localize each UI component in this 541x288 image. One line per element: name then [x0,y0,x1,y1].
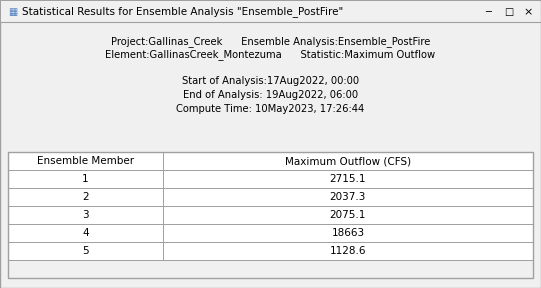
Text: Element:GallinasCreek_Montezuma      Statistic:Maximum Outflow: Element:GallinasCreek_Montezuma Statisti… [105,50,436,60]
Bar [8,152,533,278]
Bar [8,242,163,260]
Bar [8,170,163,188]
Text: Statistical Results for Ensemble Analysis "Ensemble_PostFire": Statistical Results for Ensemble Analysi… [22,7,343,18]
Text: Maximum Outflow (CFS): Maximum Outflow (CFS) [285,156,411,166]
Bar [163,152,533,170]
Text: 1128.6: 1128.6 [329,246,366,256]
Bar [8,206,163,224]
Text: ─: ─ [485,7,491,17]
Text: 18663: 18663 [332,228,365,238]
Text: 3: 3 [82,210,89,220]
Text: End of Analysis: 19Aug2022, 06:00: End of Analysis: 19Aug2022, 06:00 [183,90,358,100]
Text: 4: 4 [82,228,89,238]
Text: Project:Gallinas_Creek      Ensemble Analysis:Ensemble_PostFire: Project:Gallinas_Creek Ensemble Analysis… [111,36,430,47]
Text: 2715.1: 2715.1 [329,174,366,184]
Text: 2: 2 [82,192,89,202]
Bar [163,206,533,224]
Bar [163,242,533,260]
Text: Ensemble Member: Ensemble Member [37,156,134,166]
Bar [163,188,533,206]
Text: 1: 1 [82,174,89,184]
Bar [8,188,163,206]
Text: ▦: ▦ [8,7,17,17]
Text: ×: × [524,7,533,17]
Bar [1,1,540,22]
Bar [163,170,533,188]
Text: 5: 5 [82,246,89,256]
Text: Compute Time: 10May2023, 17:26:44: Compute Time: 10May2023, 17:26:44 [176,103,365,113]
Text: 2075.1: 2075.1 [330,210,366,220]
Bar [8,152,163,170]
Bar [8,224,163,242]
Text: □: □ [504,7,513,17]
Text: Start of Analysis:17Aug2022, 00:00: Start of Analysis:17Aug2022, 00:00 [182,77,359,86]
Bar [8,260,533,278]
Bar [163,224,533,242]
Text: 2037.3: 2037.3 [330,192,366,202]
